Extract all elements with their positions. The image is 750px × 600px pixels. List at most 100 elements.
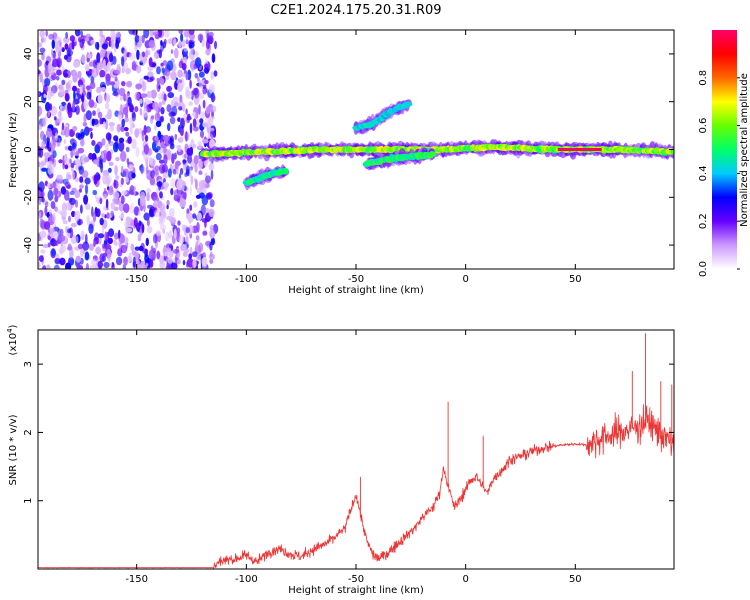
- noise-blob: [145, 49, 149, 58]
- noise-blob: [96, 86, 102, 94]
- noise-blob: [38, 142, 41, 147]
- noise-blob: [180, 73, 188, 78]
- noise-blob: [143, 107, 148, 118]
- noise-blob: [182, 56, 188, 65]
- noise-blob: [113, 191, 120, 200]
- noise-blob: [80, 248, 84, 258]
- noise-blob: [52, 52, 57, 59]
- noise-blob: [88, 152, 93, 160]
- noise-blob: [101, 213, 105, 218]
- noise-blob: [182, 103, 186, 112]
- noise-blob: [114, 199, 121, 205]
- noise-blob: [155, 230, 162, 237]
- noise-blob: [193, 87, 200, 99]
- noise-blob: [185, 227, 191, 234]
- noise-blob: [74, 30, 81, 37]
- noise-blob: [143, 144, 149, 155]
- noise-blob: [123, 221, 128, 227]
- noise-blob: [209, 199, 215, 208]
- noise-blob: [99, 217, 104, 226]
- noise-blob: [174, 133, 178, 141]
- colorbar-label: Normalized spectral amplitude: [739, 73, 750, 227]
- noise-blob: [101, 138, 106, 146]
- noise-blob: [82, 121, 88, 127]
- noise-blob: [81, 54, 86, 64]
- x-tick-label: -150: [125, 574, 148, 585]
- noise-blob: [160, 141, 165, 149]
- noise-blob: [181, 39, 186, 48]
- noise-blob: [95, 208, 101, 218]
- colorbar-gradient: [712, 30, 737, 269]
- noise-blob: [130, 203, 135, 214]
- noise-blob: [45, 128, 53, 138]
- noise-blob: [91, 206, 94, 218]
- noise-blob: [66, 174, 72, 180]
- noise-blob: [135, 222, 140, 232]
- noise-blob: [172, 168, 177, 175]
- noise-blob: [159, 224, 166, 231]
- noise-blob: [74, 158, 81, 166]
- y-tick-label: -40: [23, 237, 34, 253]
- noise-blob: [190, 90, 194, 101]
- noise-blob: [40, 130, 45, 141]
- noise-blob: [70, 162, 75, 168]
- noise-blob: [193, 126, 199, 132]
- noise-blob: [88, 99, 95, 108]
- noise-blob: [104, 231, 108, 242]
- noise-blob: [42, 36, 47, 43]
- noise-blob: [119, 95, 124, 101]
- noise-blob: [198, 159, 203, 170]
- noise-blob: [66, 228, 72, 234]
- snr-y-label: SNR (10 * v/v): [8, 414, 19, 485]
- noise-blob: [105, 198, 109, 209]
- noise-blob: [180, 33, 184, 42]
- noise-blob: [69, 197, 76, 205]
- noise-blob: [59, 104, 63, 111]
- noise-blob: [152, 31, 159, 36]
- noise-blob: [72, 149, 76, 156]
- noise-blob: [121, 190, 128, 195]
- noise-blob: [149, 30, 154, 38]
- noise-blob: [48, 33, 55, 40]
- noise-blob: [177, 220, 181, 226]
- noise-blob: [139, 108, 143, 116]
- noise-blob: [187, 212, 194, 223]
- colorbar: 0.0 0.2 0.4 0.6 0.8 Normalized spectral ampl…: [698, 30, 750, 277]
- noise-blob: [53, 264, 60, 269]
- noise-blob: [149, 259, 154, 268]
- noise-blob: [73, 71, 76, 78]
- heatmap-signal-bands: [199, 99, 674, 191]
- noise-blob: [72, 171, 75, 181]
- noise-blob: [194, 50, 199, 58]
- noise-blob: [80, 95, 84, 101]
- noise-blob: [65, 262, 72, 269]
- x-tick-label: 50: [569, 274, 582, 285]
- noise-blob: [156, 66, 161, 75]
- noise-blob: [210, 169, 214, 180]
- noise-blob: [120, 150, 127, 162]
- noise-blob: [162, 172, 168, 179]
- noise-blob: [182, 190, 187, 201]
- noise-blob: [55, 42, 60, 53]
- noise-blob: [158, 49, 162, 59]
- noise-blob: [74, 190, 81, 199]
- noise-blob: [106, 212, 110, 219]
- noise-blob: [96, 141, 103, 149]
- noise-blob: [209, 229, 216, 239]
- noise-blob: [54, 258, 61, 265]
- noise-blob: [79, 39, 84, 49]
- noise-blob: [185, 248, 190, 253]
- noise-blob: [43, 84, 48, 95]
- noise-blob: [128, 30, 135, 35]
- noise-blob: [99, 197, 103, 205]
- noise-blob: [86, 57, 91, 63]
- noise-blob: [209, 251, 213, 257]
- noise-blob: [81, 170, 89, 179]
- noise-blob: [83, 156, 90, 163]
- noise-blob: [188, 101, 193, 106]
- noise-blob: [208, 162, 215, 171]
- noise-blob: [66, 49, 74, 57]
- noise-blob: [205, 175, 212, 184]
- noise-blob: [63, 36, 70, 44]
